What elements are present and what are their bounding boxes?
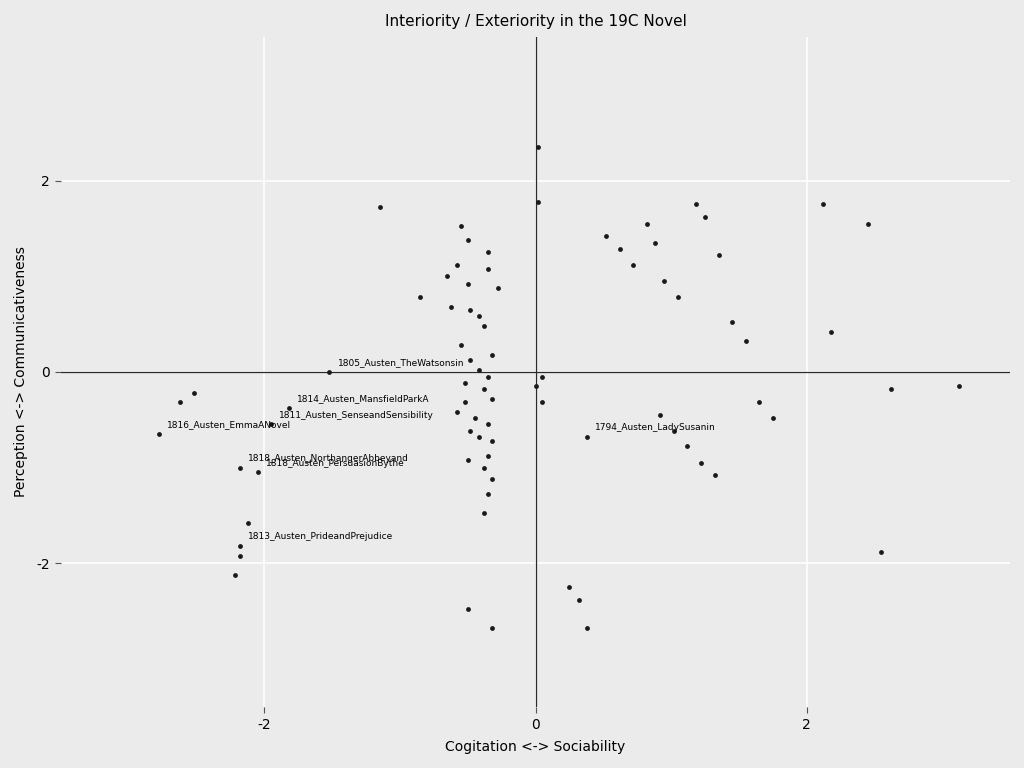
Point <box>226 568 243 581</box>
Title: Interiority / Exteriority in the 19C Novel: Interiority / Exteriority in the 19C Nov… <box>385 14 686 29</box>
Point <box>570 594 587 606</box>
Text: 1816_Austen_EmmaANovel: 1816_Austen_EmmaANovel <box>167 420 291 429</box>
Point <box>470 310 486 323</box>
Point <box>231 549 248 561</box>
Point <box>687 198 703 210</box>
Text: 1813_Austen_PrideandPrejudice: 1813_Austen_PrideandPrejudice <box>248 532 393 541</box>
Point <box>823 326 840 338</box>
Point <box>480 370 497 382</box>
Point <box>561 581 578 593</box>
Point <box>480 246 497 258</box>
Point <box>322 366 338 378</box>
Point <box>449 406 465 418</box>
Point <box>484 392 501 405</box>
Point <box>372 201 388 214</box>
Point <box>484 435 501 447</box>
Text: 1818_Austen_NorthangerAbbeyand: 1818_Austen_NorthangerAbbeyand <box>248 454 409 462</box>
Point <box>873 545 890 558</box>
Point <box>598 230 614 242</box>
X-axis label: Cogitation <-> Sociability: Cogitation <-> Sociability <box>445 740 626 754</box>
Point <box>443 300 460 313</box>
Point <box>666 425 682 437</box>
Point <box>185 387 202 399</box>
Text: 1794_Austen_LadySusanin: 1794_Austen_LadySusanin <box>595 423 716 432</box>
Point <box>263 419 280 431</box>
Point <box>476 319 493 332</box>
Point <box>172 396 188 409</box>
Point <box>470 431 486 443</box>
Point <box>453 339 469 351</box>
Point <box>439 270 456 283</box>
Text: 1811_Austen_SenseandSensibility: 1811_Austen_SenseandSensibility <box>280 411 434 419</box>
Point <box>460 233 476 246</box>
Point <box>707 469 723 482</box>
Point <box>240 517 256 529</box>
Y-axis label: Perception <-> Communicativeness: Perception <-> Communicativeness <box>14 247 28 497</box>
Point <box>679 440 695 452</box>
Point <box>412 291 428 303</box>
Point <box>859 217 876 230</box>
Point <box>151 428 167 440</box>
Point <box>579 431 595 443</box>
Point <box>530 141 547 153</box>
Point <box>535 370 551 382</box>
Point <box>460 454 476 466</box>
Point <box>751 396 767 409</box>
Point <box>489 282 506 294</box>
Text: 1814_Austen_MansfieldParkA: 1814_Austen_MansfieldParkA <box>297 395 429 403</box>
Point <box>530 195 547 207</box>
Point <box>815 198 831 210</box>
Point <box>231 540 248 552</box>
Point <box>462 354 478 366</box>
Point <box>470 364 486 376</box>
Point <box>527 380 544 392</box>
Text: 1805_Austen_TheWatsonsin: 1805_Austen_TheWatsonsin <box>338 358 464 367</box>
Point <box>737 335 754 347</box>
Point <box>460 278 476 290</box>
Point <box>579 622 595 634</box>
Point <box>480 488 497 501</box>
Point <box>950 380 967 392</box>
Point <box>460 603 476 615</box>
Point <box>480 263 497 275</box>
Point <box>652 409 669 421</box>
Text: 1818_Austen_PersuasionBythe: 1818_Austen_PersuasionBythe <box>265 458 404 468</box>
Point <box>484 622 501 634</box>
Point <box>281 402 297 414</box>
Point <box>647 237 664 249</box>
Point <box>611 243 628 256</box>
Point <box>711 249 727 261</box>
Point <box>466 412 482 424</box>
Point <box>883 383 899 396</box>
Point <box>697 210 714 223</box>
Point <box>476 462 493 474</box>
Point <box>484 473 501 485</box>
Point <box>639 217 655 230</box>
Point <box>476 383 493 396</box>
Point <box>484 349 501 361</box>
Point <box>462 303 478 316</box>
Point <box>453 220 469 233</box>
Point <box>480 419 497 431</box>
Point <box>724 316 740 328</box>
Point <box>250 466 266 478</box>
Point <box>476 508 493 520</box>
Point <box>625 259 641 271</box>
Point <box>670 291 686 303</box>
Point <box>765 412 781 424</box>
Point <box>457 377 473 389</box>
Point <box>535 396 551 409</box>
Point <box>693 456 710 468</box>
Point <box>656 275 673 287</box>
Point <box>231 462 248 474</box>
Point <box>462 425 478 437</box>
Point <box>449 259 465 271</box>
Point <box>457 396 473 409</box>
Point <box>480 450 497 462</box>
